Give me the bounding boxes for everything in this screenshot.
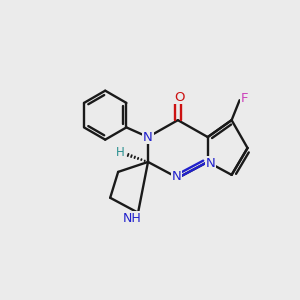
Text: O: O <box>174 91 184 104</box>
Text: H: H <box>116 146 125 159</box>
Text: N: N <box>172 170 181 183</box>
Text: NH: NH <box>123 212 142 225</box>
Text: N: N <box>143 130 153 144</box>
Text: N: N <box>206 157 216 170</box>
Text: F: F <box>240 92 248 105</box>
